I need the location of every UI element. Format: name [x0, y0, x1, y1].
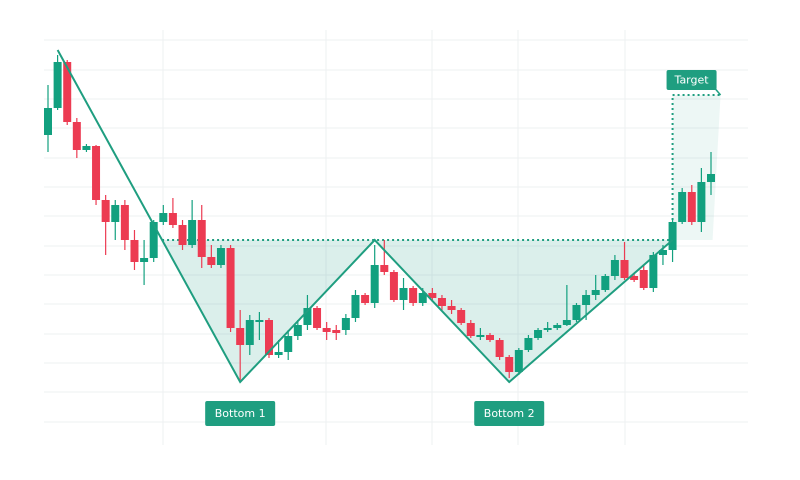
candle-body [649, 255, 658, 288]
candle-body [351, 295, 360, 318]
candle-body [44, 108, 52, 135]
candle-body [245, 320, 254, 345]
candle-body [678, 192, 687, 222]
candle-body [562, 320, 571, 325]
candle-body [437, 298, 446, 306]
annotation-label: Bottom 2 [484, 407, 535, 420]
candle-body [658, 250, 667, 255]
candle-body [601, 276, 610, 290]
candle-body [457, 310, 466, 323]
annotation-label: Bottom 1 [215, 407, 266, 420]
candle-body [303, 308, 312, 325]
candle-body [428, 293, 437, 298]
candle-body [149, 222, 158, 258]
candle-body [707, 174, 715, 182]
candle-body [389, 272, 398, 300]
candle-body [313, 308, 322, 328]
candle-body [687, 192, 696, 222]
candle-body [668, 222, 677, 250]
candle-body [140, 258, 149, 262]
candle-body [120, 205, 129, 240]
candle-body [130, 240, 139, 262]
candle-body [418, 293, 427, 303]
candle-body [486, 335, 494, 340]
candle-body [101, 200, 110, 222]
candle-body [543, 328, 552, 330]
candle-body [697, 182, 706, 222]
annotation-box [474, 401, 545, 426]
candle-body [226, 248, 235, 328]
candle-body [495, 340, 504, 357]
candle-body [265, 320, 273, 355]
candle-body [514, 350, 523, 372]
candle-body [361, 295, 370, 303]
candles [44, 55, 715, 380]
candle-body [572, 305, 581, 320]
candle-body [610, 260, 619, 276]
candle-body [341, 318, 350, 330]
candle-body [582, 295, 591, 305]
candle-body [188, 220, 197, 245]
candle-body [524, 338, 533, 350]
candle-body [63, 62, 72, 122]
target-box [666, 70, 717, 90]
candle-body [476, 335, 485, 337]
candle-body [236, 328, 245, 345]
candle-body [255, 320, 264, 322]
candle-body [111, 205, 120, 222]
candle-body [505, 357, 514, 372]
candle-body [630, 276, 639, 280]
candle-body [159, 213, 168, 222]
candle-body [82, 146, 91, 150]
pattern-line [56, 49, 674, 384]
candle-body [409, 288, 418, 303]
grid [44, 30, 748, 445]
candle-body [92, 146, 101, 200]
annotation-box [205, 401, 276, 426]
candle-body [639, 270, 648, 288]
target-label: Target [674, 74, 710, 87]
pattern-area [162, 240, 673, 382]
candle-body [168, 213, 177, 225]
candle-body [322, 328, 331, 332]
candle-body [178, 225, 187, 245]
candle-body [293, 325, 302, 336]
candle-body [207, 257, 216, 265]
candle-body [216, 248, 225, 265]
candle-body [197, 220, 206, 257]
candle-body [380, 265, 389, 272]
candle-body [72, 122, 81, 150]
candle-body [466, 323, 475, 336]
candle-body [370, 265, 379, 303]
candle-body [284, 336, 293, 352]
candle-body [534, 330, 543, 338]
candle-body [53, 62, 62, 108]
candle-body [447, 306, 456, 310]
candle-body [553, 325, 562, 328]
candle-body [332, 330, 341, 333]
candle-body [591, 290, 600, 295]
candle-body [620, 260, 629, 278]
candle-body [274, 352, 283, 355]
candle-body [399, 288, 408, 300]
